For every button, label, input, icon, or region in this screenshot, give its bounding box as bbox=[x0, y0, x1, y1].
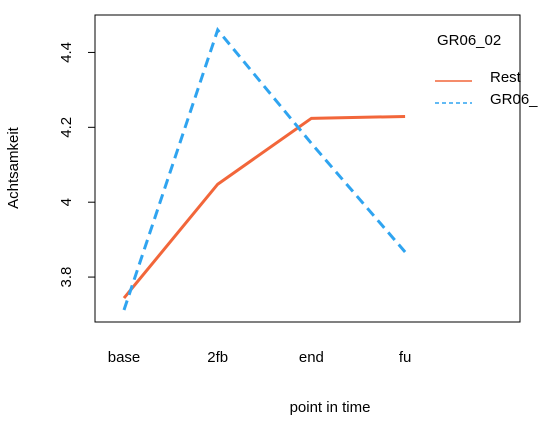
legend-label: Rest bbox=[490, 69, 522, 86]
y-tick-label: 4 bbox=[58, 198, 75, 206]
x-axis-label: point in time bbox=[290, 399, 371, 416]
x-tick-label: 2fb bbox=[207, 349, 228, 366]
series-line bbox=[122, 114, 406, 299]
series-line bbox=[122, 26, 407, 311]
legend-label: GR06_ bbox=[490, 91, 538, 108]
plot-box bbox=[94, 14, 521, 323]
y-tick-label: 3.8 bbox=[58, 267, 75, 288]
legend-title: GR06_02 bbox=[437, 32, 501, 49]
x-tick-label: end bbox=[299, 349, 324, 366]
y-tick-label: 4.2 bbox=[58, 117, 75, 138]
y-axis-label: Achtsamkeit bbox=[5, 126, 22, 209]
y-tick-label: 4.4 bbox=[58, 42, 75, 63]
x-tick-label: fu bbox=[399, 349, 412, 366]
x-tick-label: base bbox=[108, 349, 141, 366]
